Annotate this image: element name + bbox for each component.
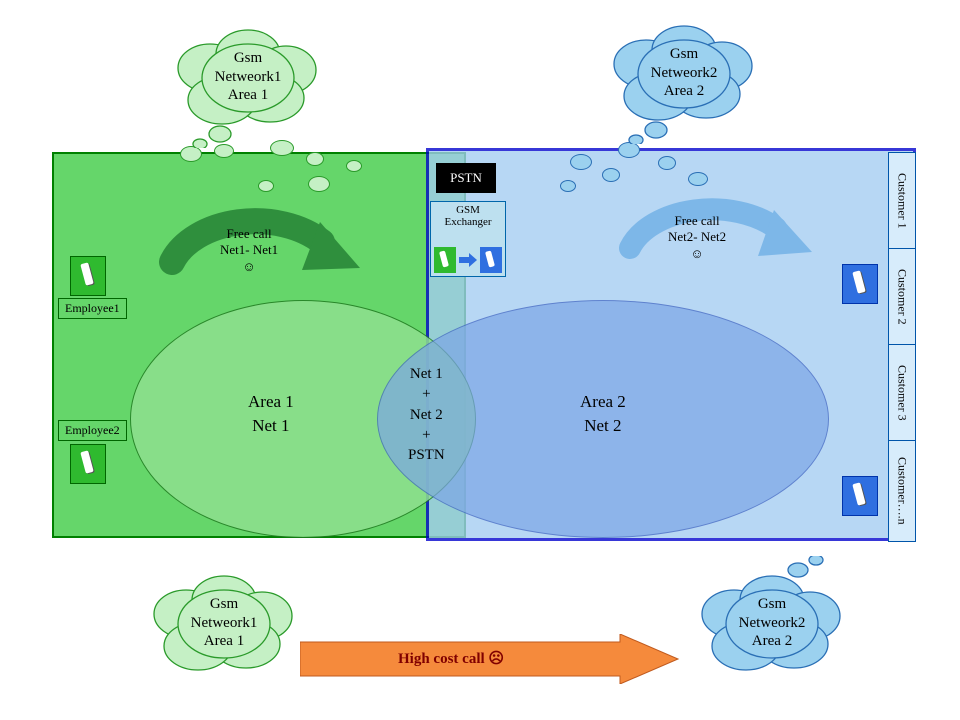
customer-n-cell: Customer….n bbox=[888, 440, 916, 542]
text: Exchanger bbox=[444, 216, 491, 228]
high-cost-label: High cost call ☹ bbox=[398, 649, 504, 668]
text: Net1- Net1 bbox=[220, 242, 278, 257]
text: Net2- Net2 bbox=[668, 229, 726, 244]
text: Gsm bbox=[210, 595, 238, 614]
text: Net 2 bbox=[410, 407, 443, 423]
text: Customer 3 bbox=[895, 365, 910, 421]
text: Customer 2 bbox=[895, 269, 910, 325]
employee2-label: Employee2 bbox=[58, 420, 127, 441]
text: High cost call ☹ bbox=[398, 651, 504, 667]
text: Net 1 bbox=[252, 416, 289, 435]
customer-3-cell: Customer 3 bbox=[888, 344, 916, 442]
cloud-top-right-text: Gsm Netweork2 Area 2 bbox=[634, 38, 734, 108]
text: Customer 1 bbox=[895, 173, 910, 229]
venn-left-label: Area 1 Net 1 bbox=[248, 390, 294, 438]
phone-icon bbox=[70, 256, 106, 296]
phone-icon bbox=[842, 476, 878, 516]
cloud-top-left-text: Gsm Netweork1 Area 1 bbox=[198, 42, 298, 112]
text: Employee2 bbox=[65, 423, 120, 437]
text: Employee1 bbox=[65, 301, 120, 315]
pstn-box: PSTN bbox=[436, 163, 496, 193]
phone-icon bbox=[480, 247, 502, 273]
phone-icon bbox=[70, 444, 106, 484]
text: Area 1 bbox=[228, 86, 268, 105]
text: Area 2 bbox=[664, 82, 704, 101]
exchanger-title: GSM Exchanger bbox=[431, 202, 505, 228]
smiley-icon: ☺ bbox=[690, 246, 703, 261]
text: Free call bbox=[675, 213, 720, 228]
text: + bbox=[422, 427, 430, 443]
text: PSTN bbox=[408, 447, 445, 463]
text: Netweork1 bbox=[215, 68, 282, 87]
venn-center-label: Net 1 + Net 2 + PSTN bbox=[408, 364, 445, 465]
text: Netweork2 bbox=[651, 64, 718, 83]
text: GSM bbox=[456, 204, 480, 216]
free-call-left-label: Free call Net1- Net1 ☺ bbox=[220, 226, 278, 275]
phone-icon bbox=[434, 247, 456, 273]
phone-icon bbox=[842, 264, 878, 304]
venn-right-label: Area 2 Net 2 bbox=[580, 390, 626, 438]
text: Gsm bbox=[758, 595, 786, 614]
text: Area 2 bbox=[580, 392, 626, 411]
cloud-bot-right-text: Gsm Netweork2 Area 2 bbox=[722, 588, 822, 658]
text: + bbox=[422, 386, 430, 402]
pstn-label: PSTN bbox=[450, 170, 482, 186]
text: Gsm bbox=[234, 49, 262, 68]
text: Netweork1 bbox=[191, 614, 258, 633]
free-call-right-label: Free call Net2- Net2 ☺ bbox=[668, 213, 726, 262]
customer-2-cell: Customer 2 bbox=[888, 248, 916, 346]
text: Customer….n bbox=[895, 457, 910, 525]
text: Net 2 bbox=[584, 416, 621, 435]
arrow-right-icon bbox=[459, 253, 477, 267]
smiley-icon: ☺ bbox=[242, 259, 255, 274]
gsm-exchanger: GSM Exchanger bbox=[430, 201, 506, 277]
text: Gsm bbox=[670, 45, 698, 64]
text: Netweork2 bbox=[739, 614, 806, 633]
customer-1-cell: Customer 1 bbox=[888, 152, 916, 250]
employee1-label: Employee1 bbox=[58, 298, 127, 319]
text: Area 1 bbox=[248, 392, 294, 411]
cloud-bot-left-text: Gsm Netweork1 Area 1 bbox=[174, 588, 274, 658]
text: Net 1 bbox=[410, 366, 443, 382]
text: Area 1 bbox=[204, 632, 244, 651]
text: Area 2 bbox=[752, 632, 792, 651]
text: Free call bbox=[227, 226, 272, 241]
